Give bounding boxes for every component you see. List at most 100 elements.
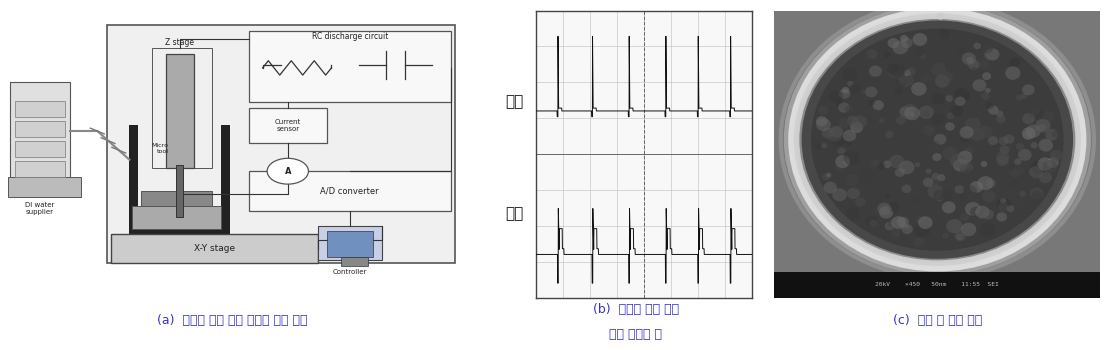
Circle shape (830, 126, 843, 138)
Circle shape (915, 162, 920, 167)
Circle shape (838, 118, 849, 128)
Circle shape (268, 158, 309, 184)
Circle shape (847, 116, 858, 126)
Circle shape (836, 102, 844, 108)
Circle shape (824, 182, 837, 194)
Circle shape (1037, 124, 1046, 131)
Circle shape (826, 173, 832, 177)
Circle shape (968, 60, 980, 70)
Circle shape (971, 66, 977, 71)
Circle shape (960, 135, 968, 143)
Circle shape (984, 88, 991, 93)
Circle shape (942, 146, 958, 160)
Circle shape (979, 60, 990, 69)
Circle shape (1045, 129, 1058, 140)
Circle shape (987, 102, 994, 109)
Circle shape (981, 92, 990, 100)
Text: A/D converter: A/D converter (321, 187, 379, 196)
Circle shape (880, 118, 891, 127)
Circle shape (933, 134, 947, 145)
Circle shape (954, 231, 967, 241)
Circle shape (901, 184, 911, 193)
Circle shape (959, 162, 973, 174)
Circle shape (942, 233, 949, 239)
Circle shape (893, 41, 908, 55)
Circle shape (865, 215, 878, 227)
Circle shape (981, 161, 988, 167)
Circle shape (942, 201, 956, 213)
Circle shape (899, 82, 906, 87)
Circle shape (897, 217, 909, 228)
Circle shape (905, 224, 910, 229)
Circle shape (849, 83, 862, 94)
Circle shape (919, 106, 933, 119)
Circle shape (899, 106, 910, 116)
Circle shape (982, 43, 993, 54)
Circle shape (863, 51, 870, 57)
Circle shape (922, 177, 933, 187)
Circle shape (960, 164, 972, 176)
Circle shape (852, 115, 867, 128)
Bar (221, 125, 230, 234)
Circle shape (947, 112, 954, 119)
Circle shape (938, 29, 950, 39)
Circle shape (957, 234, 963, 240)
Circle shape (889, 155, 905, 168)
Bar (14, 101, 65, 117)
Circle shape (995, 111, 1003, 117)
Circle shape (888, 219, 898, 228)
Circle shape (1039, 139, 1053, 152)
Circle shape (997, 198, 1011, 211)
Circle shape (985, 178, 997, 188)
Circle shape (883, 160, 891, 168)
Circle shape (838, 103, 849, 113)
Circle shape (970, 206, 982, 217)
Circle shape (898, 74, 914, 87)
Circle shape (961, 169, 975, 181)
Circle shape (843, 130, 856, 142)
Circle shape (1021, 93, 1027, 99)
Circle shape (1032, 191, 1042, 200)
Circle shape (834, 97, 843, 104)
Circle shape (887, 38, 899, 48)
Circle shape (916, 216, 926, 224)
Circle shape (920, 54, 927, 59)
Text: RC discharge circuit: RC discharge circuit (312, 32, 388, 41)
Circle shape (1005, 66, 1021, 80)
Circle shape (877, 162, 886, 170)
Circle shape (811, 28, 1064, 251)
Circle shape (909, 124, 917, 130)
Circle shape (842, 87, 849, 93)
Circle shape (857, 205, 872, 218)
Circle shape (935, 75, 950, 88)
Circle shape (954, 97, 966, 106)
Bar (249, 108, 327, 142)
Circle shape (816, 116, 827, 126)
Circle shape (847, 188, 860, 199)
Circle shape (888, 68, 900, 79)
Circle shape (924, 125, 935, 136)
Text: Current
sensor: Current sensor (274, 119, 301, 132)
Circle shape (1025, 125, 1041, 138)
Circle shape (932, 153, 941, 161)
Circle shape (905, 106, 920, 120)
Circle shape (960, 213, 969, 221)
Circle shape (822, 174, 831, 181)
Circle shape (967, 57, 973, 63)
Circle shape (1015, 198, 1022, 205)
Circle shape (980, 126, 989, 134)
Circle shape (988, 105, 999, 115)
Circle shape (891, 216, 906, 229)
Circle shape (877, 203, 891, 215)
Bar (317, 226, 382, 260)
Circle shape (1039, 172, 1052, 183)
Circle shape (982, 190, 995, 202)
Circle shape (933, 180, 939, 185)
Circle shape (931, 93, 946, 105)
Text: (b)  측정된 전압 전류: (b) 측정된 전압 전류 (593, 303, 679, 316)
Circle shape (1035, 119, 1051, 132)
Circle shape (837, 147, 845, 154)
Circle shape (926, 168, 931, 174)
Circle shape (1009, 186, 1021, 197)
Circle shape (834, 164, 842, 172)
